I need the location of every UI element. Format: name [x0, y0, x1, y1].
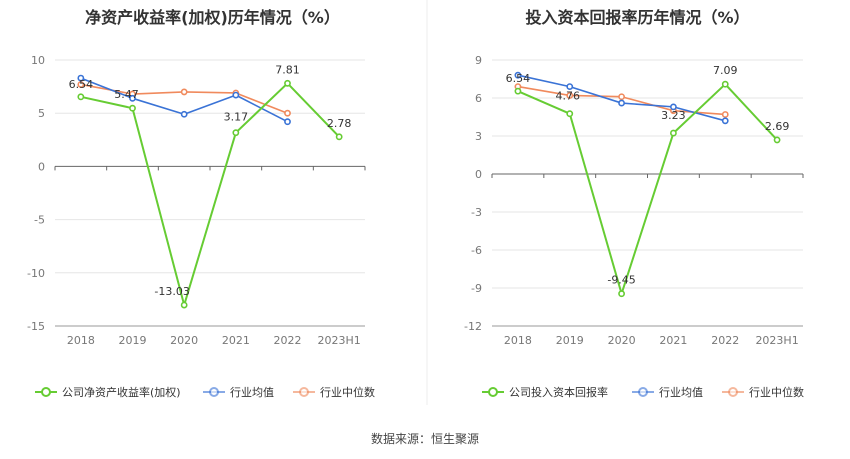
legend-swatch-marker: [41, 387, 51, 397]
chart-title-roic: 投入资本回报率历年情况（%）: [525, 8, 750, 27]
data-label: 5.47: [114, 88, 139, 101]
roe-chart: 10 5 0 -5 -10 -15 2018 2019 2020 2021 2022 2023H1 6.…: [27, 54, 375, 399]
data-label: -13.03: [154, 285, 189, 298]
x-tick-label: 2019: [556, 334, 584, 347]
data-label: 4.76: [556, 90, 581, 103]
x-tick-label: 2023H1: [755, 334, 798, 347]
legend-swatch-marker: [638, 387, 648, 397]
data-point-company: [77, 93, 85, 101]
data-point-company: [721, 80, 729, 88]
legend-item-industry_avg: 行业均值: [203, 386, 274, 399]
chart-title-roe: 净资产收益率(加权)历年情况（%）: [85, 8, 340, 27]
data-point-company: [232, 129, 240, 137]
data-label: 2.78: [327, 117, 352, 130]
data-point-company: [566, 110, 574, 118]
roic-chart: 9 6 3 0 -3 -6 -9 -12 2018 2019 2020 2021 2022 2023H1 6…: [464, 54, 804, 399]
y-tick-label: 0: [475, 168, 482, 181]
data-label: 3.17: [224, 111, 249, 124]
data-label: 6.54: [69, 78, 94, 91]
y-tick-label: 0: [38, 160, 45, 173]
legend-label: 公司投入资本回报率: [509, 385, 608, 399]
y-tick-label: -6: [471, 244, 482, 257]
data-point-company: [670, 129, 677, 137]
y-tick-label: -3: [471, 206, 482, 219]
data-point-industry_avg: [77, 74, 85, 82]
data-point-industry_avg: [721, 117, 729, 125]
y-tick-label: -5: [34, 214, 45, 227]
data-point-industry_median: [284, 109, 291, 117]
x-tick-label: 2020: [170, 334, 198, 347]
data-point-company: [335, 133, 343, 141]
data-point-industry_median: [566, 92, 574, 99]
series-line-company: [80, 82, 340, 307]
data-label: 3.23: [661, 109, 686, 122]
data-point-industry_avg: [180, 110, 188, 118]
x-tick-label: 2022: [274, 334, 302, 347]
data-label: 7.09: [713, 64, 738, 77]
data-point-company: [284, 79, 291, 87]
x-tick-label: 2018: [504, 334, 532, 347]
data-point-industry_median: [721, 111, 729, 118]
x-tick-label: 2021: [659, 334, 687, 347]
data-point-company: [129, 104, 136, 112]
data-source: 数据来源：恒生聚源: [370, 432, 479, 446]
legend-label: 行业中位数: [749, 385, 804, 399]
data-point-industry_avg: [566, 83, 574, 90]
data-point-company: [180, 301, 188, 309]
y-tick-label: 5: [38, 107, 45, 120]
legend-label: 行业均值: [230, 386, 274, 399]
data-point-company: [618, 290, 625, 298]
data-label: 2.69: [765, 120, 790, 133]
data-point-industry_avg: [129, 94, 136, 102]
legend-label: 行业均值: [659, 386, 703, 399]
data-point-industry_avg: [514, 71, 522, 79]
data-point-industry_median: [180, 88, 188, 96]
data-point-industry_median: [618, 93, 625, 101]
data-point-industry_avg: [232, 91, 240, 99]
data-point-industry_median: [77, 81, 85, 88]
x-tick-label: 2020: [608, 334, 636, 347]
data-label: 6.54: [506, 72, 531, 85]
x-tick-label: 2021: [222, 334, 250, 347]
legend-item-company: 公司投入资本回报率: [482, 385, 608, 399]
data-label: -9.45: [607, 274, 635, 287]
legend-item-industry_median: 行业中位数: [722, 385, 804, 399]
y-tick-label: -9: [471, 282, 482, 295]
x-tick-label: 2018: [67, 334, 95, 347]
data-label: 7.81: [275, 63, 300, 76]
data-point-industry_avg: [284, 118, 291, 126]
data-point-company: [514, 87, 522, 95]
y-tick-label: -12: [464, 320, 482, 333]
y-tick-label: -10: [27, 267, 45, 280]
y-tick-label: 6: [475, 92, 482, 105]
legend-label: 公司净资产收益率(加权): [62, 385, 181, 399]
y-tick-label: -15: [27, 320, 45, 333]
legend-swatch-marker: [728, 387, 738, 397]
legend-swatch-marker: [488, 387, 498, 397]
x-tick-label: 2023H1: [318, 334, 361, 347]
data-point-industry_avg: [618, 99, 625, 107]
y-tick-label: 3: [475, 130, 482, 143]
y-tick-label: 10: [31, 54, 45, 67]
y-tick-label: 9: [475, 54, 482, 67]
x-tick-label: 2019: [119, 334, 147, 347]
data-point-industry_avg: [670, 103, 677, 111]
legend-item-industry_median: 行业中位数: [293, 385, 375, 399]
legend-label: 行业中位数: [320, 385, 375, 399]
series-line-company: [517, 83, 778, 295]
legend-item-industry_avg: 行业均值: [632, 386, 703, 399]
legend-swatch-marker: [209, 387, 219, 397]
legend-swatch-marker: [299, 387, 309, 397]
data-point-company: [773, 136, 781, 144]
x-tick-label: 2022: [711, 334, 739, 347]
legend-item-company: 公司净资产收益率(加权): [35, 385, 181, 399]
